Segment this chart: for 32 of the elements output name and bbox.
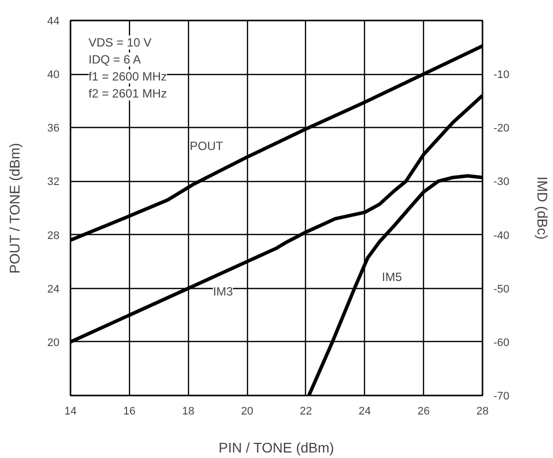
annotation: f2 = 2601 MHz (88, 86, 167, 100)
annotation: VDS = 10 V (88, 36, 152, 50)
y-tick-label: 44 (47, 16, 60, 28)
x-axis-title: PIN / TONE (dBm) (218, 440, 334, 456)
series-label: POUT (190, 138, 224, 153)
y-tick-label: 36 (47, 122, 60, 135)
y-axis-title: POUT / TONE (dBm) (6, 142, 22, 274)
x-tick-label: 20 (240, 406, 254, 418)
x-tick-label: 24 (358, 406, 371, 418)
y-tick-label: 40 (47, 69, 60, 82)
y2-tick-label: -30 (494, 176, 510, 188)
y2-tick-label: -60 (494, 336, 510, 349)
x-tick-label: 14 (64, 406, 77, 418)
annotation: f1 = 2600 MHz (88, 70, 167, 84)
y2-tick-label: -70 (494, 390, 510, 402)
y2-tick-label: -20 (494, 122, 510, 135)
y2-tick-label: -50 (494, 283, 510, 296)
y-tick-label: 32 (47, 176, 60, 188)
y2-tick-label: -40 (494, 230, 510, 242)
x-tick-label: 22 (300, 406, 312, 418)
x-tick-label: 28 (476, 406, 489, 418)
x-tick-label: 18 (182, 406, 194, 418)
series-label: IM5 (382, 270, 402, 284)
y2-axis-title: IMD (dBc) (534, 176, 550, 240)
y-tick-label: 28 (47, 230, 60, 242)
series-label: IM3 (212, 284, 234, 298)
y-tick-label: 24 (47, 283, 60, 296)
y2-tick-label: -10 (494, 69, 510, 82)
y-tick-label: 20 (47, 336, 60, 349)
x-tick-label: 26 (418, 406, 430, 418)
x-tick-label: 16 (123, 406, 136, 418)
annotation: IDQ = 6 A (88, 52, 141, 66)
